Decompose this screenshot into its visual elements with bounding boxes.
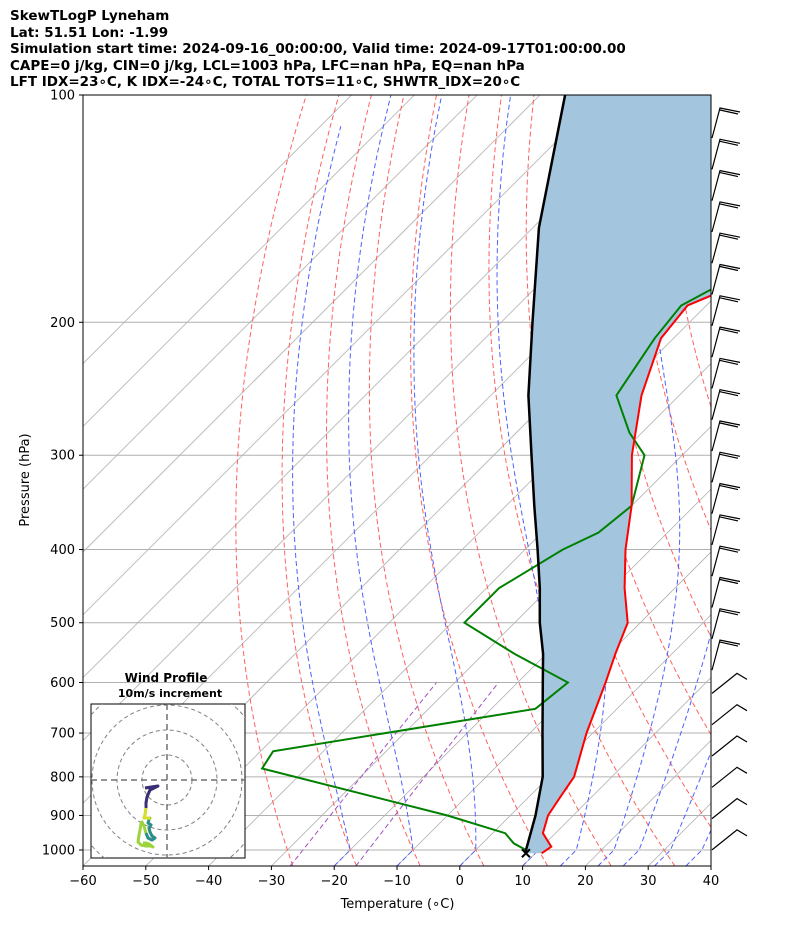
y-tick-label: 500 [50,616,75,631]
y-tick-label: 700 [50,727,75,742]
series-layer [260,95,711,858]
isotherm-line [333,488,711,866]
wind-barb [711,672,748,694]
moist-adiabat [348,95,414,866]
moist-adiabat [413,95,477,866]
y-tick-label: 800 [50,770,75,785]
cape-line: CAPE=0 j/kg, CIN=0 j/kg, LCL=1003 hPa, L… [10,57,525,74]
moist-adiabat [292,126,351,866]
x-tick-label: −20 [320,874,347,889]
wind-barb [711,232,741,264]
temperature-line [541,294,711,855]
isotherm-line [83,95,478,490]
time-line: Simulation start time: 2024-09-16_00:00:… [10,41,626,57]
x-tick-label: 40 [703,874,720,889]
x-tick-label: 0 [456,874,464,889]
hodograph-yellow [142,807,150,820]
wind-barb [711,639,741,671]
isotherm-line [396,551,711,866]
wind-barb [711,295,741,326]
wind-barb [711,514,741,546]
y-tick-label: 400 [50,543,75,558]
wind-barb [711,201,741,233]
dry-adiabat [729,95,794,866]
wind-barb [711,797,748,820]
isotherm-line [522,677,711,866]
x-tick-label: −50 [132,874,159,889]
cin-shade-area [525,95,711,854]
wind-barb [711,829,748,851]
isotherm-line [774,95,794,866]
isotherm-line [83,95,415,427]
wind-barb [711,263,741,295]
y-tick-label: 900 [50,809,75,824]
wind-barb [711,703,748,726]
x-tick-label: 30 [640,874,657,889]
index-line: LFT IDX=23∘C, K IDX=-24∘C, TOTAL TOTS=11… [10,74,521,90]
wind-barb [711,482,741,514]
y-axis-label: Pressure (hPa) [18,433,33,526]
axes: −60 −50 −40 −30 −20 −10 0 10 20 30 40 100 200 300 400 5… [42,89,719,890]
isotherm-line [145,300,711,866]
dry-adiabat [281,95,357,866]
chart-title: SkewTLogP Lyneham [10,8,170,24]
wind-barb [711,766,748,788]
location-line: Lat: 51.51 Lon: -1.99 [10,24,169,41]
dry-adiabat [410,95,549,866]
wind-profile-subtitle: 10m/s increment [118,687,222,700]
y-tick-label: 1000 [42,844,75,859]
isotherm-line [83,95,604,616]
wind-barbs [711,107,748,851]
chart-header: SkewTLogP Lyneham Lat: 51.51 Lon: -1.99 … [10,8,626,91]
wind-barb [711,576,741,608]
mixing-ratio-line [355,682,499,866]
isotherm-line [271,425,711,866]
moist-adiabat [597,95,681,866]
y-tick-label: 100 [50,89,75,104]
wind-barb [711,420,741,452]
x-tick-label: −10 [383,874,410,889]
dry-adiabat [368,95,485,866]
parcel-line [524,95,567,854]
hodograph-upper [144,784,160,808]
wind-profile-title: Wind Profile [125,671,208,685]
isotherm-line [459,614,711,866]
hodograph-middle [144,819,157,842]
wind-barb [711,138,741,170]
wind-barb [711,169,741,201]
dry-adiabat [235,95,307,866]
wind-profile-rings [91,704,245,858]
x-tick-label: −40 [195,874,222,889]
dry-adiabat [762,95,794,866]
wind-barb [711,608,741,639]
mixing-ratio-line [289,682,437,866]
wind-barb [711,735,748,757]
x-tick-label: −60 [69,874,96,889]
isotherm-line [83,95,666,679]
isotherm-line [83,95,352,365]
dewpoint-line [260,288,711,854]
y-tick-label: 200 [50,316,75,331]
x-axis-label: Temperature (∘C) [340,897,455,912]
wind-barb [711,451,741,483]
x-tick-label: −30 [258,874,285,889]
isotherm-line [83,95,541,553]
y-tick-label: 300 [50,449,75,464]
wind-barb [711,326,741,358]
wind-profile-inset: Wind Profile 10m/s increment [90,671,246,859]
dry-adiabat [449,95,612,866]
x-tick-label: 10 [514,874,531,889]
wind-barb [711,389,741,420]
isotherm-line [710,865,711,866]
wind-barb [711,357,741,389]
lcl-marker [521,848,531,858]
x-tick-label: 20 [577,874,594,889]
wind-barb [711,107,741,139]
wind-barb [711,545,741,577]
y-tick-label: 600 [50,676,75,691]
